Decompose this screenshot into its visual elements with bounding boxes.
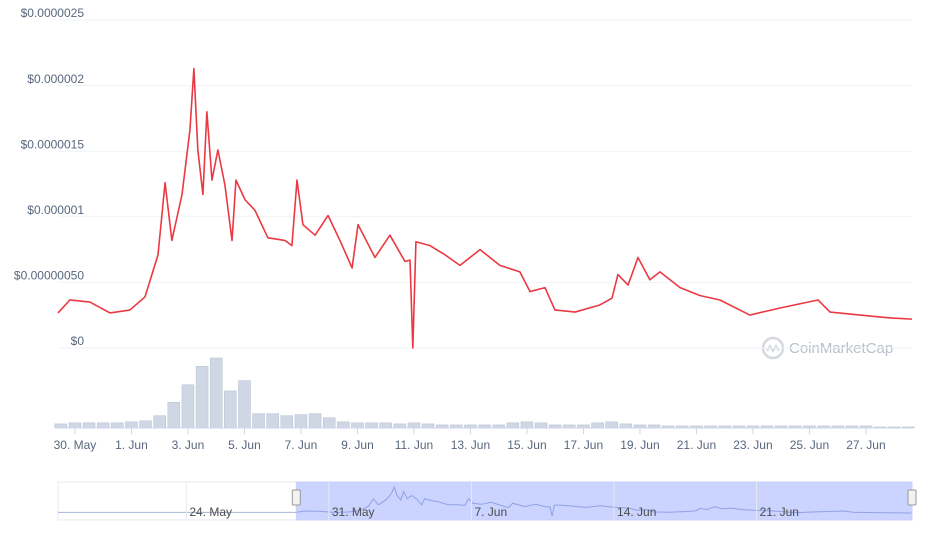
navigator-handle[interactable] — [291, 489, 301, 506]
volume-bar — [379, 422, 392, 429]
x-tick-label: 27. Jun — [846, 438, 885, 452]
y-tick-label: $0 — [71, 334, 85, 348]
volume-bar — [181, 384, 195, 429]
x-tick-label: 30. May — [54, 438, 97, 452]
x-tick-label: 3. Jun — [172, 438, 205, 452]
volume-bar — [195, 365, 209, 429]
x-tick-label: 5. Jun — [228, 438, 261, 452]
volume-bar — [153, 415, 166, 429]
navigator-tick-label: 24. May — [189, 505, 232, 519]
volume-bar — [125, 421, 138, 429]
volume-bar — [308, 413, 322, 429]
volume-bar — [280, 415, 294, 429]
y-tick-label: $0.0000025 — [21, 6, 85, 20]
volume-bar — [238, 380, 251, 429]
volume-bar — [209, 357, 223, 429]
volume-bar — [322, 417, 336, 429]
price-line — [57, 67, 913, 349]
volume-bar — [224, 390, 237, 429]
volume-bar — [506, 422, 520, 429]
x-tick-label: 25. Jun — [790, 438, 829, 452]
volume-bar — [351, 422, 364, 429]
y-tick-label: $0.000002 — [27, 72, 84, 86]
volume-bar — [111, 422, 124, 429]
volume-bar — [252, 413, 265, 429]
x-tick-label: 7. Jun — [285, 438, 318, 452]
navigator-tick-label: 7. Jun — [474, 505, 507, 519]
navigator-line — [58, 485, 913, 517]
navigator-tick-label: 31. May — [332, 505, 375, 519]
y-tick-label: $0.0000015 — [21, 137, 85, 151]
x-tick-label: 1. Jun — [115, 438, 148, 452]
volume-bar — [605, 421, 618, 429]
x-tick-label: 15. Jun — [507, 438, 546, 452]
x-tick-label: 23. Jun — [733, 438, 772, 452]
volume-bar — [534, 422, 548, 429]
volume-bar — [365, 422, 378, 429]
volume-bar — [82, 422, 96, 429]
x-tick-label: 11. Jun — [395, 438, 433, 452]
volume-bar — [520, 421, 534, 429]
x-tick-label: 19. Jun — [620, 438, 659, 452]
volume-bar — [591, 422, 604, 429]
navigator-tick-label: 21. Jun — [760, 505, 799, 519]
volume-bar — [393, 423, 407, 429]
volume-bar — [619, 423, 633, 429]
x-tick-label: 17. Jun — [564, 438, 603, 452]
volume-bar — [96, 422, 110, 429]
volume-bar — [337, 421, 350, 429]
volume-bar — [54, 423, 68, 429]
x-tick-label: 13. Jun — [451, 438, 490, 452]
volume-bar — [266, 413, 279, 429]
y-tick-label: $0.000001 — [27, 203, 84, 217]
navigator-selection — [295, 481, 913, 521]
volume-bar — [421, 423, 435, 429]
navigator-tick-label: 14. Jun — [617, 505, 656, 519]
y-tick-label: $0.00000050 — [14, 269, 84, 283]
volume-bar — [139, 420, 152, 429]
volume-bar — [68, 422, 82, 429]
volume-bar — [294, 414, 308, 429]
volume-bar — [167, 402, 181, 429]
x-tick-label: 21. Jun — [677, 438, 716, 452]
volume-bar — [407, 422, 421, 429]
navigator-handle[interactable] — [907, 489, 917, 506]
x-tick-label: 9. Jun — [341, 438, 374, 452]
